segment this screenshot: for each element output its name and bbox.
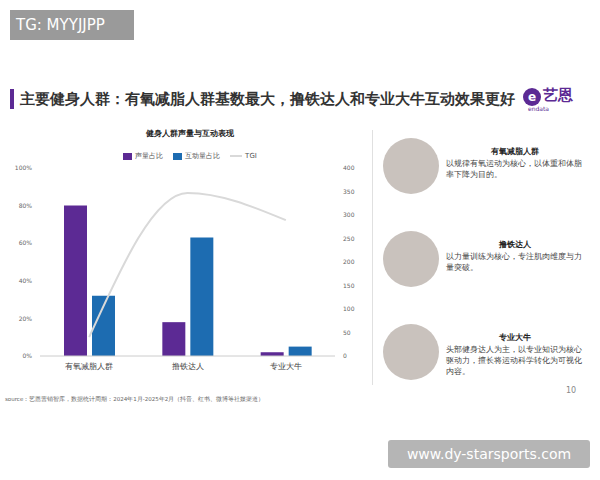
html-text:www.dy-starsports.com: www.dy-starsports.com <box>406 446 572 462</box>
svg-text:300: 300 <box>343 211 355 218</box>
html-text:endata: endata <box>528 105 549 112</box>
svg-text:350: 350 <box>343 188 355 195</box>
svg-text:100%: 100% <box>15 164 32 171</box>
html-text:e 艺恩: e 艺恩 <box>527 86 573 104</box>
html-text:TG: MYYJJPP: TG: MYYJJPP <box>16 16 105 34</box>
html-text:声量占比: 声量占比 <box>135 152 164 160</box>
html-text:TGI: TGI <box>245 152 257 160</box>
svg-text:0: 0 <box>343 352 347 359</box>
svg-text:40%: 40% <box>19 277 33 284</box>
html-text:有氧减脂人群: 有氧减脂人群 <box>491 147 539 156</box>
svg-text:80%: 80% <box>19 202 33 209</box>
svg-text:400: 400 <box>343 164 355 171</box>
html-text:专业大牛: 专业大牛 <box>499 333 531 342</box>
svg-text:250: 250 <box>343 235 355 242</box>
html-text:主要健身人群：有氧减脂人群基数最大，撸铁达人和专业大牛互动效: 主要健身人群：有氧减脂人群基数最大，撸铁达人和专业大牛互动效果更好 <box>20 91 515 107</box>
svg-text:100: 100 <box>343 305 355 312</box>
html-text:source：艺恩营销智库，数据统计周期：2024年1月-2: source：艺恩营销智库，数据统计周期：2024年1月-2025年2月（抖音、… <box>5 396 265 402</box>
html-text:健身人群声量与互动表现: 健身人群声量与互动表现 <box>146 129 234 138</box>
svg-text:有氧减脂人群: 有氧减脂人群 <box>65 362 113 371</box>
svg-text:0%: 0% <box>22 352 32 359</box>
html-text:互动量占比: 互动量占比 <box>185 152 221 160</box>
html-text:撸铁达人: 撸铁达人 <box>499 240 531 249</box>
html-text:以规律有氧运动为核心，以体重和体脂率下降为目的。: 以规律有氧运动为核心，以体重和体脂率下降为目的。 <box>446 159 582 179</box>
html-text:10: 10 <box>566 386 577 395</box>
svg-text:200: 200 <box>343 258 355 265</box>
html-text:以力量训练为核心，专注肌肉维度与力量突破。: 以力量训练为核心，专注肌肉维度与力量突破。 <box>446 252 582 272</box>
svg-text:150: 150 <box>343 282 355 289</box>
svg-text:专业大牛: 专业大牛 <box>270 362 302 371</box>
svg-text:60%: 60% <box>19 239 33 246</box>
svg-text:20%: 20% <box>19 315 33 322</box>
svg-text:撸铁达人: 撸铁达人 <box>172 362 204 371</box>
html-text:头部健身达人为主，以专业知识为核心驱动力，擅长将运动科学转化: 头部健身达人为主，以专业知识为核心驱动力，擅长将运动科学转化为可视化内容。 <box>446 345 582 376</box>
svg-text:50: 50 <box>343 329 351 336</box>
